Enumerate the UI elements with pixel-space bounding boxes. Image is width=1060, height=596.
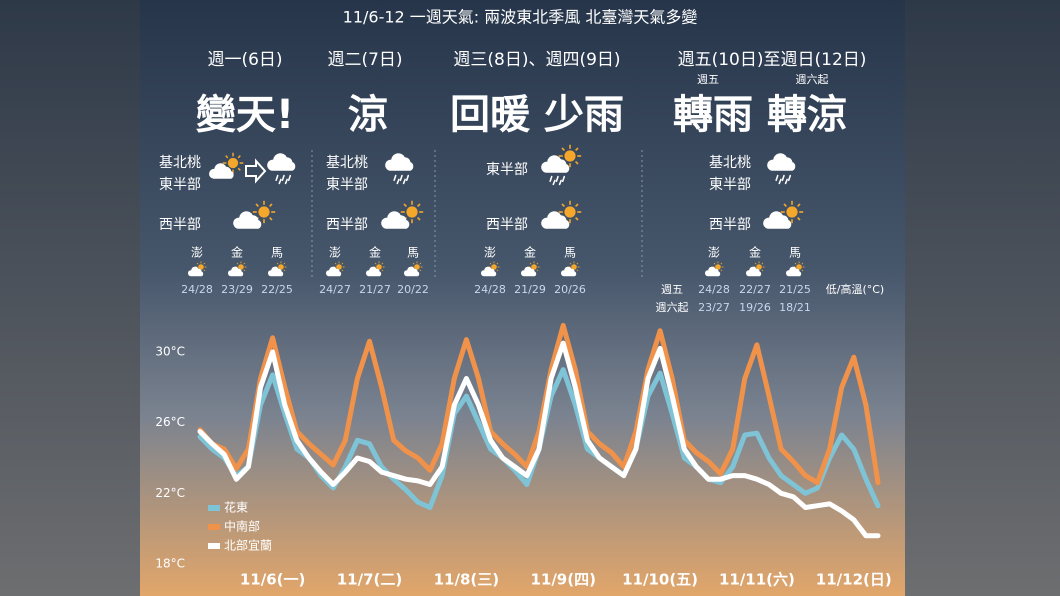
island-label: 馬 bbox=[407, 246, 419, 260]
region-label: 基北桃 bbox=[326, 154, 368, 171]
x-tick-label: 11/12(日) bbox=[816, 571, 892, 589]
legend-swatch bbox=[208, 505, 220, 511]
island-temp: 20/22 bbox=[397, 283, 429, 296]
side-panel bbox=[905, 0, 1060, 596]
title: 11/6-12 一週天氣: 兩波東北季風 北臺灣天氣多變 bbox=[343, 8, 698, 27]
weather-icons bbox=[209, 144, 804, 229]
island-temp: 21/29 bbox=[514, 283, 546, 296]
island-temp: 24/27 bbox=[319, 283, 351, 296]
region-label: 西半部 bbox=[486, 217, 528, 233]
island-temp: 22/27 bbox=[739, 283, 771, 296]
island-label: 澎 bbox=[484, 246, 496, 260]
island-label: 金 bbox=[749, 245, 761, 260]
island-temp: 24/28 bbox=[181, 283, 213, 296]
island-label: 馬 bbox=[271, 246, 283, 260]
legend-label: 花東 bbox=[224, 500, 248, 515]
island-label: 金 bbox=[231, 245, 243, 260]
row-label: 週六起 bbox=[656, 301, 689, 314]
region-label: 東半部 bbox=[326, 177, 368, 193]
x-tick-label: 11/8(三) bbox=[434, 571, 500, 589]
island-label: 馬 bbox=[789, 246, 801, 260]
island-temp: 18/21 bbox=[779, 301, 811, 314]
panel bbox=[140, 0, 905, 596]
island-label: 金 bbox=[524, 245, 536, 260]
x-tick-label: 11/6(一) bbox=[240, 571, 306, 589]
island-temp: 24/28 bbox=[698, 283, 730, 296]
y-tick-label: 26°C bbox=[155, 415, 185, 429]
island-label: 澎 bbox=[191, 246, 203, 260]
legend-label: 北部宜蘭 bbox=[224, 538, 272, 553]
region-label: 東半部 bbox=[159, 177, 201, 193]
day-label: 週三(8日)、週四(9日) bbox=[453, 50, 620, 70]
region-label: 東半部 bbox=[486, 162, 528, 178]
island-label: 金 bbox=[369, 245, 381, 260]
island-label: 澎 bbox=[329, 246, 341, 260]
region-label: 西半部 bbox=[159, 217, 201, 233]
day-label: 週一(6日) bbox=[207, 50, 282, 70]
unit-note: 低/高溫(°C) bbox=[826, 282, 884, 296]
headline: 變天! bbox=[196, 92, 294, 138]
x-tick-label: 11/7(二) bbox=[337, 571, 403, 589]
side-panel bbox=[0, 0, 140, 596]
y-tick-label: 22°C bbox=[155, 486, 185, 500]
island-label: 澎 bbox=[708, 246, 720, 260]
headline: 回暖 少雨 bbox=[450, 92, 624, 138]
temperature-line bbox=[197, 340, 881, 539]
headline-note: 週六起 bbox=[796, 73, 829, 86]
region-label: 西半部 bbox=[709, 217, 751, 233]
region-label: 西半部 bbox=[326, 217, 368, 233]
y-tick-label: 18°C bbox=[155, 557, 185, 571]
legend-swatch bbox=[208, 543, 220, 549]
island-temp: 23/29 bbox=[221, 283, 253, 296]
day-label: 週五(10日)至週日(12日) bbox=[678, 50, 867, 70]
headline: 涼 bbox=[348, 92, 388, 138]
island-temp: 20/26 bbox=[554, 283, 586, 296]
y-tick-label: 30°C bbox=[155, 344, 185, 358]
island-temp: 19/26 bbox=[739, 301, 771, 314]
island-temp: 21/27 bbox=[359, 283, 391, 296]
x-tick-label: 11/10(五) bbox=[622, 571, 698, 589]
day-label: 週二(7日) bbox=[327, 50, 402, 70]
legend-swatch bbox=[208, 524, 220, 530]
island-temp: 23/27 bbox=[698, 301, 730, 314]
island-label: 馬 bbox=[564, 246, 576, 260]
x-tick-label: 11/11(六) bbox=[719, 571, 795, 589]
island-temp: 21/25 bbox=[779, 283, 811, 296]
dividers bbox=[311, 150, 643, 280]
island-temp: 24/28 bbox=[474, 283, 506, 296]
region-label: 基北桃 bbox=[159, 154, 201, 171]
x-tick-label: 11/9(四) bbox=[530, 571, 596, 589]
headline: 轉雨 轉涼 bbox=[673, 92, 847, 138]
region-label: 東半部 bbox=[709, 177, 751, 193]
headline-note: 週五 bbox=[697, 73, 719, 86]
legend-label: 中南部 bbox=[224, 519, 260, 534]
temperature-line bbox=[197, 322, 881, 486]
row-label: 週五 bbox=[661, 283, 683, 296]
island-temp: 22/25 bbox=[261, 283, 293, 296]
region-label: 基北桃 bbox=[709, 154, 751, 171]
